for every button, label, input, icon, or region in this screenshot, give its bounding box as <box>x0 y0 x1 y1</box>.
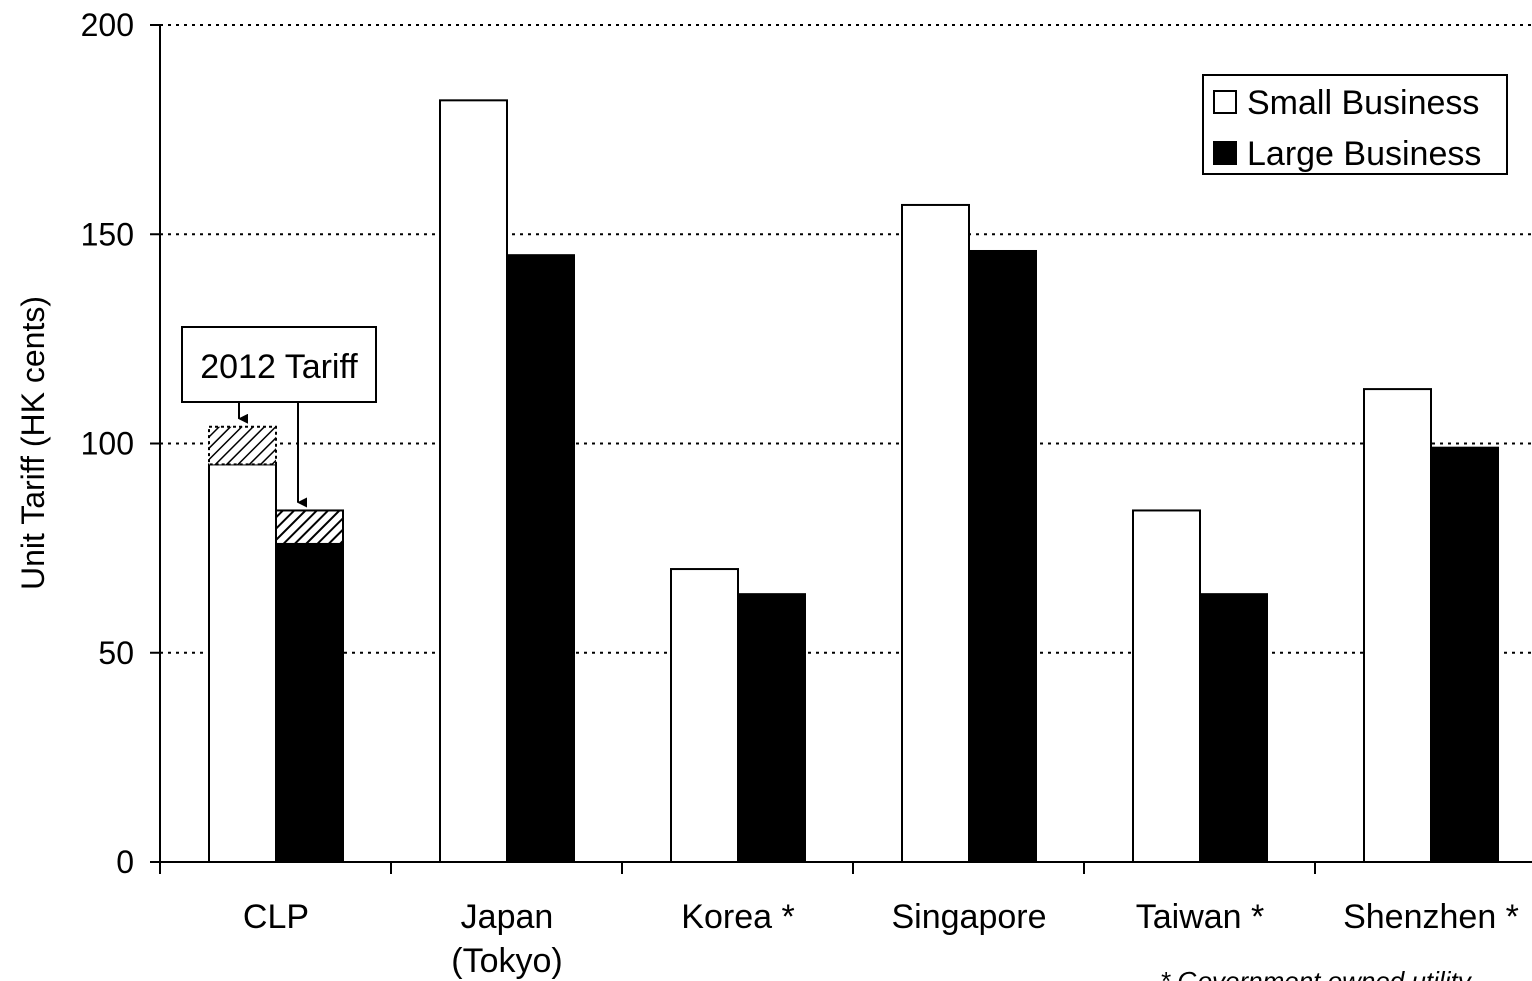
footnote: * Government owned utility <box>1160 966 1473 981</box>
tariff-2012-label: 2012 Tariff <box>200 348 358 386</box>
bar-small-business-shenzhen <box>1363 388 1432 863</box>
y-tick-label-150: 150 <box>81 216 134 252</box>
bar-small-business-korea <box>670 568 739 863</box>
legend-label-large-business: Large Business <box>1247 135 1481 173</box>
y-tick-label-200: 200 <box>81 7 134 43</box>
legend: Small Business Large Business <box>1202 74 1508 175</box>
x-tick-label-clp: CLP <box>243 898 309 936</box>
bar-small-business-clp <box>208 463 277 863</box>
tariff-2012-box <box>181 326 377 403</box>
axes <box>150 24 1532 874</box>
bar-small-business-japan <box>439 99 508 863</box>
y-tick-label-50: 50 <box>98 635 134 671</box>
x-tick-label-japan: Japan (Tokyo) <box>451 898 562 980</box>
tick-labels: 0 50 100 150 200 CLP Japan (Tokyo) Korea * Singap… <box>81 7 1519 980</box>
legend-label-small-business: Small Business <box>1247 84 1479 122</box>
bar-2012-tariff-small-business <box>208 425 277 466</box>
tariff-2012-annotation: 2012 Tariff <box>181 326 377 508</box>
x-tick-label-singapore: Singapore <box>891 898 1046 936</box>
x-tick-label-korea: Korea * <box>681 898 794 936</box>
bar-large-business-japan <box>506 254 575 864</box>
bar-small-business-singapore <box>901 203 970 863</box>
x-tick-label-shenzhen: Shenzhen * <box>1343 898 1519 936</box>
bar-large-business-taiwan <box>1199 593 1268 863</box>
x-tick-label-taiwan: Taiwan * <box>1136 898 1265 936</box>
bar-large-business-singapore <box>968 249 1037 864</box>
y-axis-label: Unit Tariff (HK cents) <box>15 296 51 590</box>
legend-swatch-large-business <box>1213 141 1237 165</box>
bar-2012-tariff-large-business <box>275 509 344 545</box>
bar-large-business-shenzhen <box>1430 446 1499 863</box>
bars <box>208 99 1499 864</box>
bar-large-business-korea <box>737 593 806 863</box>
y-tick-label-100: 100 <box>81 426 134 462</box>
legend-swatch-small-business <box>1213 90 1237 114</box>
bar-small-business-taiwan <box>1132 509 1201 863</box>
legend-box <box>1202 74 1508 175</box>
y-tick-label-0: 0 <box>116 844 134 880</box>
bar-large-business-clp <box>275 542 344 863</box>
